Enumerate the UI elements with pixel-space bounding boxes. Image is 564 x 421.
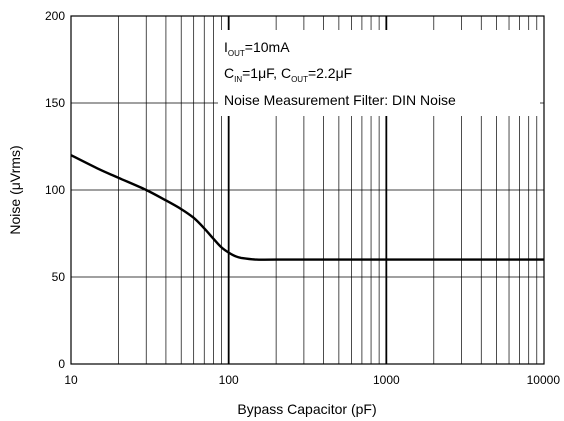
cin-rest: =1μF,	[242, 65, 281, 81]
cin-sub: IN	[234, 75, 242, 84]
x-axis-label: Bypass Capacitor (pF)	[237, 401, 376, 417]
annotation-box	[218, 30, 540, 116]
iout-rest: =10mA	[245, 39, 290, 55]
x-tick-label: 1000	[373, 373, 400, 387]
y-axis-label: Noise (μVrms)	[7, 145, 23, 234]
x-tick-label: 100	[219, 373, 239, 387]
annotation-iout: IOUT=10mA	[224, 39, 290, 58]
cin-main: C	[224, 65, 234, 81]
y-tick-labels: 0 50 100 150 200	[45, 9, 65, 371]
noise-curve	[70, 154, 544, 261]
plot-frame	[70, 15, 545, 365]
x-tick-labels: 10 100 1000 10000	[64, 373, 560, 387]
x-tick-label: 10	[64, 373, 78, 387]
y-tick-label: 200	[45, 9, 65, 23]
series-group	[70, 154, 544, 261]
iout-main: I	[224, 39, 228, 55]
grid-lines	[71, 15, 544, 365]
y-tick-label: 0	[58, 357, 65, 371]
cout-sub: OUT	[291, 75, 308, 84]
y-tick-label: 100	[45, 183, 65, 197]
cout-main: C	[281, 65, 291, 81]
annotation-capacitors: CIN=1μF, COUT=2.2μF	[224, 65, 352, 84]
iout-sub: OUT	[228, 49, 245, 58]
cout-rest: =2.2μF	[308, 65, 352, 81]
x-tick-label: 10000	[527, 373, 561, 387]
y-tick-label: 150	[45, 96, 65, 110]
annotation-filter: Noise Measurement Filter: DIN Noise	[224, 92, 456, 108]
y-tick-label: 50	[52, 270, 66, 284]
